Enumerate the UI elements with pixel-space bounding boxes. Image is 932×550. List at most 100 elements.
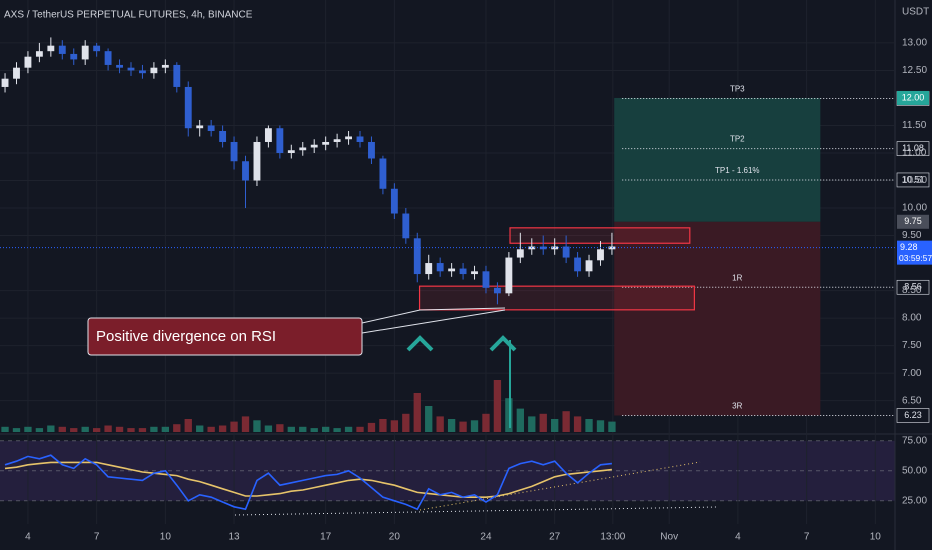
volume-bar xyxy=(104,425,112,432)
candle-body xyxy=(196,125,204,129)
candle-body xyxy=(379,158,387,189)
axis-unit: USDT xyxy=(902,7,929,18)
y-tick-label: 12.50 xyxy=(902,65,927,76)
volume-bar xyxy=(413,393,421,432)
rsi-tick-label: 25.00 xyxy=(902,495,927,506)
current-price-box xyxy=(897,240,932,265)
y-tick-label: 7.00 xyxy=(902,368,922,379)
candle-body xyxy=(230,141,238,162)
volume-bar xyxy=(516,408,524,432)
price-label-box xyxy=(896,172,930,188)
volume-bar xyxy=(539,413,547,432)
candle-body xyxy=(597,249,604,261)
volume-bar xyxy=(390,420,399,432)
candle-body xyxy=(551,246,559,250)
zone xyxy=(418,285,695,311)
volume-bar xyxy=(482,413,490,432)
volume-bar xyxy=(321,426,330,432)
candle-body xyxy=(173,64,181,87)
volume-bar xyxy=(551,419,559,432)
y-tick-label: 10.50 xyxy=(902,175,927,186)
x-tick-label: 20 xyxy=(389,532,401,543)
rsi-trendline xyxy=(419,461,701,511)
candle-body xyxy=(482,271,490,288)
x-tick-label: 24 xyxy=(480,532,492,543)
x-tick-label: 7 xyxy=(804,532,810,543)
price-label: 12.00 xyxy=(902,92,925,102)
candle-body xyxy=(356,136,364,142)
arrow xyxy=(406,335,434,352)
candle-body xyxy=(276,128,284,153)
rsi-line xyxy=(4,454,612,511)
price-label-box xyxy=(897,90,929,105)
volume-bar xyxy=(596,420,605,432)
target-zone xyxy=(614,97,821,222)
candle-body xyxy=(81,45,89,60)
x-tick-label: 17 xyxy=(320,532,332,543)
candle-body xyxy=(24,56,32,68)
candle-body xyxy=(459,268,467,275)
candle-body xyxy=(127,67,135,71)
candle-body xyxy=(608,246,616,250)
x-tick-label: 13:00 xyxy=(600,532,625,543)
volume-bar xyxy=(150,426,158,432)
volume-bar xyxy=(184,419,192,432)
candle-body xyxy=(93,45,101,52)
volume-bar xyxy=(241,416,250,432)
volume-bar xyxy=(333,428,341,432)
volume-bar xyxy=(47,425,55,432)
candle-body xyxy=(471,271,478,275)
volume-bar xyxy=(505,398,513,432)
volume-bar xyxy=(459,421,467,432)
candle-body xyxy=(299,147,307,151)
level-name: TP2 xyxy=(730,135,745,144)
y-tick-label: 7.50 xyxy=(902,340,922,351)
volume-bar xyxy=(276,424,284,432)
y-tick-label: 8.50 xyxy=(902,285,922,296)
x-tick-label: 4 xyxy=(25,532,31,543)
callout-text: Positive divergence on RSI xyxy=(96,328,276,345)
volume-bar xyxy=(425,406,433,432)
price-label-box xyxy=(896,408,930,423)
price-label: 6.23 xyxy=(904,410,922,420)
volume-bar xyxy=(562,411,570,432)
stop-zone xyxy=(614,221,821,416)
countdown-label: 03:59:57 xyxy=(899,253,932,263)
volume-bar xyxy=(470,420,479,432)
candle-body xyxy=(345,136,352,140)
volume-bar xyxy=(402,413,410,432)
candle-body xyxy=(104,51,112,65)
candle-body xyxy=(70,53,78,60)
price-label: 10.51 xyxy=(902,174,925,184)
volume-bar xyxy=(493,380,502,432)
volume-bar xyxy=(138,428,147,432)
volume-bar xyxy=(299,426,307,432)
price-label: 8.56 xyxy=(904,282,922,292)
y-tick-label: 11.50 xyxy=(902,120,927,131)
x-tick-label: 10 xyxy=(160,532,172,543)
volume-bar xyxy=(344,426,353,432)
candle-body xyxy=(116,64,123,68)
rsi-tick-label: 75.00 xyxy=(902,435,927,446)
y-tick-label: 6.50 xyxy=(902,395,922,406)
chart-title: AXS / TetherUS PERPETUAL FUTURES, 4h, BI… xyxy=(4,10,253,21)
candle-body xyxy=(322,141,330,145)
price-label: 11.08 xyxy=(902,143,924,153)
level-name: TP1 - 1.61% xyxy=(715,166,759,175)
volume-bar xyxy=(161,426,170,432)
rsi-ma-line xyxy=(4,461,612,498)
candle-body xyxy=(219,130,227,142)
volume-bar xyxy=(356,426,364,432)
candle-body xyxy=(139,70,146,74)
volume-bar xyxy=(127,428,135,432)
candle-body xyxy=(574,257,582,272)
candle-body xyxy=(436,263,444,272)
volume-bar xyxy=(12,428,21,432)
volume-bar xyxy=(573,416,582,432)
volume-bar xyxy=(58,426,66,432)
callout-pointer xyxy=(361,309,506,334)
volume-bar xyxy=(230,421,238,432)
candle-body xyxy=(402,213,410,239)
